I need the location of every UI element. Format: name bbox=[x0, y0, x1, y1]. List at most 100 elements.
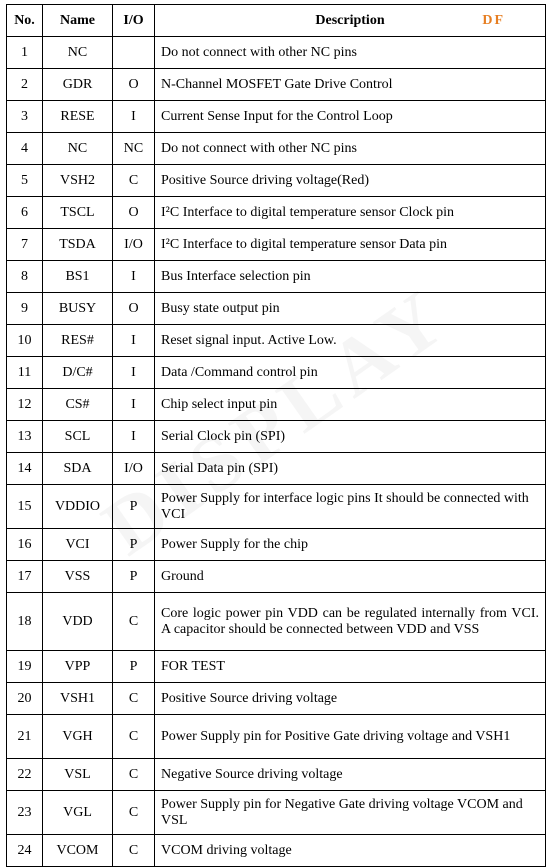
cell-description: Reset signal input. Active Low. bbox=[155, 325, 546, 357]
cell-io: O bbox=[113, 69, 155, 101]
table-row: 4NCNCDo not connect with other NC pins bbox=[7, 133, 546, 165]
cell-no: 13 bbox=[7, 421, 43, 453]
table-row: 19VPPPFOR TEST bbox=[7, 651, 546, 683]
cell-name: D/C# bbox=[43, 357, 113, 389]
cell-io: I bbox=[113, 421, 155, 453]
cell-description: Current Sense Input for the Control Loop bbox=[155, 101, 546, 133]
header-no: No. bbox=[7, 5, 43, 37]
table-row: 13SCLISerial Clock pin (SPI) bbox=[7, 421, 546, 453]
table-row: 9BUSYOBusy state output pin bbox=[7, 293, 546, 325]
cell-no: 6 bbox=[7, 197, 43, 229]
cell-io: I/O bbox=[113, 229, 155, 261]
cell-no: 18 bbox=[7, 593, 43, 651]
cell-io: I bbox=[113, 101, 155, 133]
cell-io: C bbox=[113, 165, 155, 197]
cell-io: I bbox=[113, 325, 155, 357]
table-row: 14SDAI/OSerial Data pin (SPI) bbox=[7, 453, 546, 485]
cell-io: I/O bbox=[113, 453, 155, 485]
cell-io: C bbox=[113, 715, 155, 759]
cell-io: C bbox=[113, 791, 155, 835]
cell-description: I²C Interface to digital temperature sen… bbox=[155, 229, 546, 261]
cell-name: BUSY bbox=[43, 293, 113, 325]
cell-no: 16 bbox=[7, 529, 43, 561]
cell-no: 9 bbox=[7, 293, 43, 325]
table-row: 2GDRON-Channel MOSFET Gate Drive Control bbox=[7, 69, 546, 101]
table-row: 22VSLCNegative Source driving voltage bbox=[7, 759, 546, 791]
cell-no: 2 bbox=[7, 69, 43, 101]
cell-description: Positive Source driving voltage(Red) bbox=[155, 165, 546, 197]
cell-name: NC bbox=[43, 133, 113, 165]
cell-description: FOR TEST bbox=[155, 651, 546, 683]
table-row: 16VCIPPower Supply for the chip bbox=[7, 529, 546, 561]
cell-description: Serial Clock pin (SPI) bbox=[155, 421, 546, 453]
cell-no: 3 bbox=[7, 101, 43, 133]
cell-no: 23 bbox=[7, 791, 43, 835]
table-row: 20VSH1CPositive Source driving voltage bbox=[7, 683, 546, 715]
cell-description: Serial Data pin (SPI) bbox=[155, 453, 546, 485]
cell-description: Bus Interface selection pin bbox=[155, 261, 546, 293]
cell-description: Do not connect with other NC pins bbox=[155, 133, 546, 165]
cell-no: 21 bbox=[7, 715, 43, 759]
cell-name: VDDIO bbox=[43, 485, 113, 529]
table-row: 3RESEICurrent Sense Input for the Contro… bbox=[7, 101, 546, 133]
cell-description: I²C Interface to digital temperature sen… bbox=[155, 197, 546, 229]
cell-description: Power Supply pin for Positive Gate drivi… bbox=[155, 715, 546, 759]
cell-name: GDR bbox=[43, 69, 113, 101]
cell-name: VSS bbox=[43, 561, 113, 593]
cell-name: VSH1 bbox=[43, 683, 113, 715]
cell-description: VCOM driving voltage bbox=[155, 835, 546, 867]
cell-description: Power Supply for the chip bbox=[155, 529, 546, 561]
cell-io: C bbox=[113, 759, 155, 791]
table-row: 18VDDCCore logic power pin VDD can be re… bbox=[7, 593, 546, 651]
cell-no: 7 bbox=[7, 229, 43, 261]
cell-no: 10 bbox=[7, 325, 43, 357]
cell-description: Core logic power pin VDD can be regulate… bbox=[155, 593, 546, 651]
table-row: 24VCOMCVCOM driving voltage bbox=[7, 835, 546, 867]
cell-no: 1 bbox=[7, 37, 43, 69]
header-description: Description DF bbox=[155, 5, 546, 37]
cell-no: 19 bbox=[7, 651, 43, 683]
cell-description: Power Supply for interface logic pins It… bbox=[155, 485, 546, 529]
cell-name: VCOM bbox=[43, 835, 113, 867]
header-io: I/O bbox=[113, 5, 155, 37]
cell-io: C bbox=[113, 683, 155, 715]
cell-io: P bbox=[113, 529, 155, 561]
cell-name: VCI bbox=[43, 529, 113, 561]
cell-io: I bbox=[113, 389, 155, 421]
table-row: 6TSCLOI²C Interface to digital temperatu… bbox=[7, 197, 546, 229]
cell-no: 8 bbox=[7, 261, 43, 293]
table-row: 11D/C#IData /Command control pin bbox=[7, 357, 546, 389]
table-row: 12CS#IChip select input pin bbox=[7, 389, 546, 421]
table-row: 8BS1IBus Interface selection pin bbox=[7, 261, 546, 293]
cell-name: VGH bbox=[43, 715, 113, 759]
cell-no: 24 bbox=[7, 835, 43, 867]
cell-name: VDD bbox=[43, 593, 113, 651]
cell-description: N-Channel MOSFET Gate Drive Control bbox=[155, 69, 546, 101]
cell-name: TSCL bbox=[43, 197, 113, 229]
cell-name: VPP bbox=[43, 651, 113, 683]
cell-no: 12 bbox=[7, 389, 43, 421]
cell-io: P bbox=[113, 651, 155, 683]
cell-description: Ground bbox=[155, 561, 546, 593]
cell-io bbox=[113, 37, 155, 69]
cell-name: VSL bbox=[43, 759, 113, 791]
cell-description: Power Supply pin for Negative Gate drivi… bbox=[155, 791, 546, 835]
cell-name: CS# bbox=[43, 389, 113, 421]
table-row: 17VSSPGround bbox=[7, 561, 546, 593]
cell-no: 17 bbox=[7, 561, 43, 593]
cell-io: P bbox=[113, 561, 155, 593]
table-row: 21VGHCPower Supply pin for Positive Gate… bbox=[7, 715, 546, 759]
cell-name: RES# bbox=[43, 325, 113, 357]
cell-io: O bbox=[113, 197, 155, 229]
cell-description: Positive Source driving voltage bbox=[155, 683, 546, 715]
cell-name: NC bbox=[43, 37, 113, 69]
cell-no: 14 bbox=[7, 453, 43, 485]
table-row: 5VSH2CPositive Source driving voltage(Re… bbox=[7, 165, 546, 197]
df-mark: DF bbox=[482, 13, 505, 29]
cell-name: VGL bbox=[43, 791, 113, 835]
cell-io: C bbox=[113, 835, 155, 867]
cell-no: 4 bbox=[7, 133, 43, 165]
table-row: 7TSDAI/OI²C Interface to digital tempera… bbox=[7, 229, 546, 261]
table-row: 15VDDIOPPower Supply for interface logic… bbox=[7, 485, 546, 529]
table-row: 10RES#IReset signal input. Active Low. bbox=[7, 325, 546, 357]
